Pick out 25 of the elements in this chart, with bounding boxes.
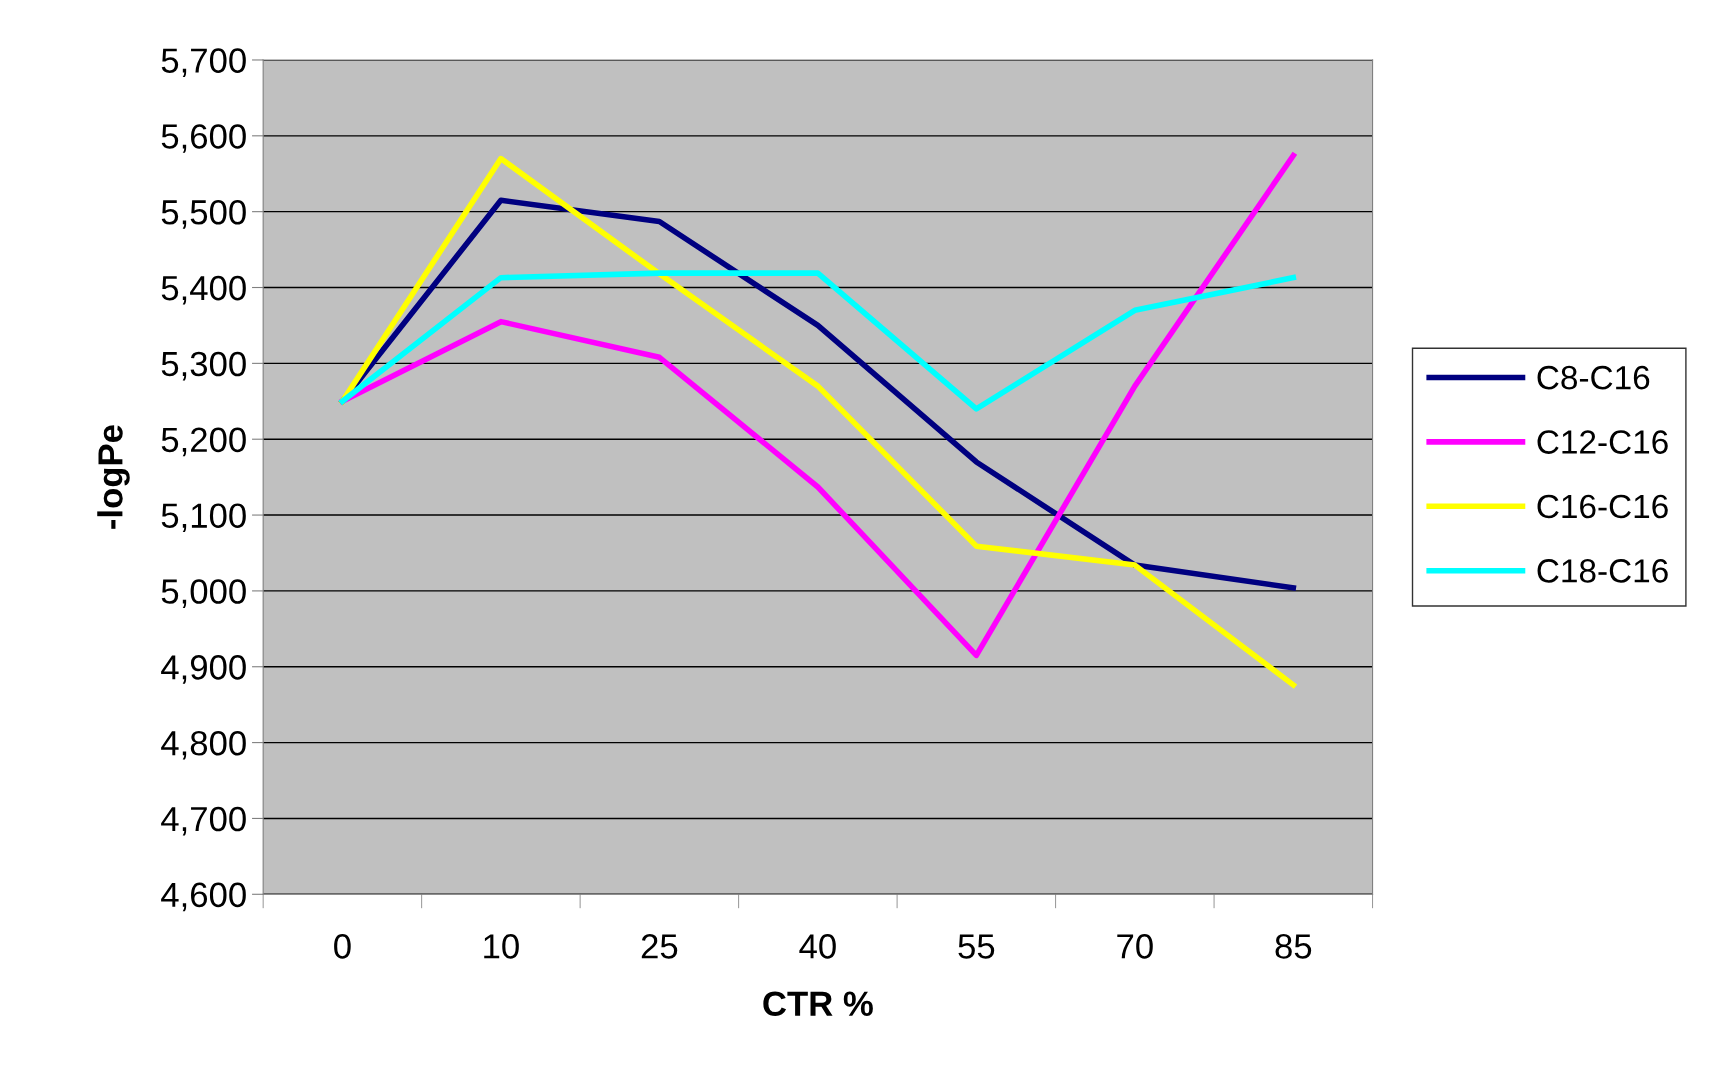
x-tick-label: 55: [958, 934, 995, 959]
x-axis-title: CTR %: [763, 991, 873, 1017]
y-tick-label: 5,700: [161, 48, 246, 77]
y-tick-label: 4,600: [161, 882, 246, 912]
y-tick-label: 5,400: [161, 275, 246, 305]
y-tick-label: 4,700: [161, 806, 246, 836]
y-tick-label: 5,000: [161, 579, 246, 608]
y-tick-label: 5,600: [161, 124, 246, 153]
y-tick-label: 5,500: [161, 200, 246, 229]
legend-label: C12-C16: [1537, 430, 1668, 454]
x-tick-label: 85: [1275, 934, 1312, 959]
x-tick-label: 25: [641, 934, 678, 959]
x-tick-label: 0: [334, 934, 351, 959]
y-tick-label: 5,300: [161, 351, 246, 381]
x-tick-label: 10: [484, 934, 519, 959]
y-tick-label: 4,800: [161, 730, 246, 760]
legend-label: C18-C16: [1537, 559, 1668, 583]
y-axis-title: -logPe: [97, 425, 130, 529]
y-tick-label: 5,200: [161, 427, 246, 457]
x-tick-label: 40: [799, 934, 836, 959]
legend-label: C16-C16: [1537, 494, 1668, 519]
x-tick-label: 70: [1117, 934, 1153, 959]
y-tick-label: 5,100: [161, 503, 246, 533]
legend-label: C8-C16: [1537, 365, 1650, 390]
y-tick-label: 4,900: [161, 655, 246, 684]
